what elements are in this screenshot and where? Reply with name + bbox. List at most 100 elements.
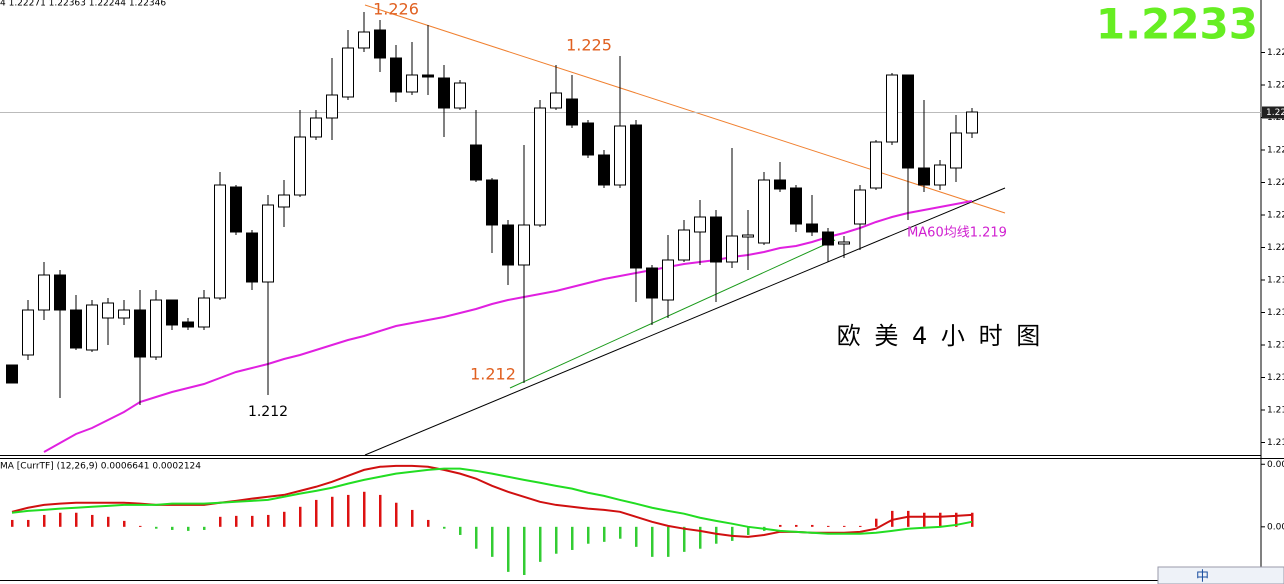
candle-body — [790, 187, 802, 225]
candle-body — [38, 274, 50, 311]
price-header: 4 1.22271 1.22363 1.22244 1.22346 — [0, 0, 166, 9]
ime-bar[interactable] — [1157, 566, 1284, 584]
candle-body — [918, 167, 930, 186]
histogram-bar — [11, 519, 14, 527]
histogram-bar — [395, 502, 398, 527]
histogram-bar — [907, 510, 910, 527]
histogram-bar — [187, 526, 190, 531]
candle-body — [614, 125, 626, 186]
y-tick-label: 1.22 — [1267, 243, 1284, 253]
histogram-bar — [27, 519, 30, 527]
candle-body — [278, 194, 290, 208]
candle-body — [470, 144, 482, 181]
candle-body — [198, 297, 210, 328]
candle-body — [150, 299, 162, 358]
histogram-bar — [443, 526, 446, 529]
price-tag — [1262, 106, 1284, 119]
histogram-bar — [747, 526, 750, 535]
y-tick-label: 1.21 — [1267, 308, 1284, 318]
histogram-bar — [155, 526, 158, 529]
candle-body — [374, 29, 386, 59]
histogram-bar — [795, 524, 798, 527]
histogram-bar — [699, 526, 702, 549]
candle-body — [134, 309, 146, 358]
histogram-bar — [171, 526, 174, 530]
candle-body — [102, 302, 114, 319]
y-tick-label: 0.00 — [1267, 522, 1284, 532]
histogram-bar — [539, 526, 542, 562]
y-tick-label: 1.21 — [1267, 373, 1284, 383]
histogram-bar — [283, 511, 286, 527]
histogram-bar — [299, 506, 302, 527]
histogram-bar — [891, 510, 894, 527]
candle-body — [262, 204, 274, 283]
histogram-bar — [363, 491, 366, 527]
candle-body — [662, 259, 674, 301]
candle-body — [534, 107, 546, 226]
histogram-bar — [91, 514, 94, 527]
candle-body — [230, 186, 242, 233]
candle-body — [118, 309, 130, 319]
candle-body — [678, 229, 690, 261]
histogram-bar — [619, 526, 622, 539]
histogram-bar — [571, 526, 574, 550]
annotation: 1.212 — [248, 404, 288, 420]
histogram-bar — [411, 509, 414, 527]
candle-body — [310, 117, 322, 138]
candle-body — [694, 216, 706, 233]
candle-body — [406, 74, 418, 93]
candle-body — [950, 132, 962, 169]
candle-body — [566, 98, 578, 126]
candle-body — [646, 267, 658, 299]
annotation: MA60均线1.219 — [907, 226, 1007, 241]
trend-line — [364, 4, 1006, 214]
candle-body — [582, 122, 594, 156]
annotation: 1.212 — [470, 365, 516, 384]
indicator-line — [43, 200, 973, 453]
candle-body — [902, 74, 914, 169]
candle-body — [86, 304, 98, 351]
histogram-bar — [923, 512, 926, 527]
y-tick-label: 1.22 — [1267, 178, 1284, 188]
histogram-bar — [587, 526, 590, 544]
candle-body — [502, 224, 514, 266]
histogram-bar — [811, 524, 814, 527]
histogram-bar — [779, 524, 782, 527]
candle-body — [822, 231, 834, 246]
annotation: 1.225 — [566, 36, 612, 55]
candle-body — [342, 47, 354, 98]
trend-line — [364, 187, 1006, 456]
histogram-bar — [43, 514, 46, 527]
candle-body — [182, 321, 194, 328]
candle-body — [422, 74, 434, 78]
candle-body — [742, 234, 754, 238]
histogram-bar — [459, 526, 462, 535]
candle-body — [518, 224, 530, 266]
big-price: 1.2233 — [1096, 0, 1258, 49]
histogram-bar — [59, 512, 62, 527]
candle-body — [598, 154, 610, 186]
y-tick-label: 1.21 — [1267, 438, 1284, 448]
candle-body — [358, 31, 370, 49]
candle-body — [726, 235, 738, 263]
candle-body — [774, 179, 786, 190]
y-tick-label: 1.22 — [1267, 211, 1284, 221]
candle-body — [22, 309, 34, 356]
y-tick-label: 0.00 — [1267, 460, 1284, 470]
candle-body — [214, 184, 226, 299]
candle-body — [326, 94, 338, 119]
candle-body — [166, 299, 178, 326]
candle-body — [294, 136, 306, 196]
histogram-bar — [843, 525, 846, 527]
candle-body — [54, 274, 66, 311]
histogram-bar — [875, 518, 878, 527]
y-tick-label: 1.21 — [1267, 406, 1284, 416]
ime-label[interactable]: 中 — [1196, 570, 1209, 584]
histogram-bar — [475, 526, 478, 549]
candle-body — [806, 223, 818, 233]
histogram-bar — [107, 516, 110, 527]
candle-body — [486, 179, 498, 226]
candle-body — [70, 309, 82, 349]
candle-body — [246, 232, 258, 283]
